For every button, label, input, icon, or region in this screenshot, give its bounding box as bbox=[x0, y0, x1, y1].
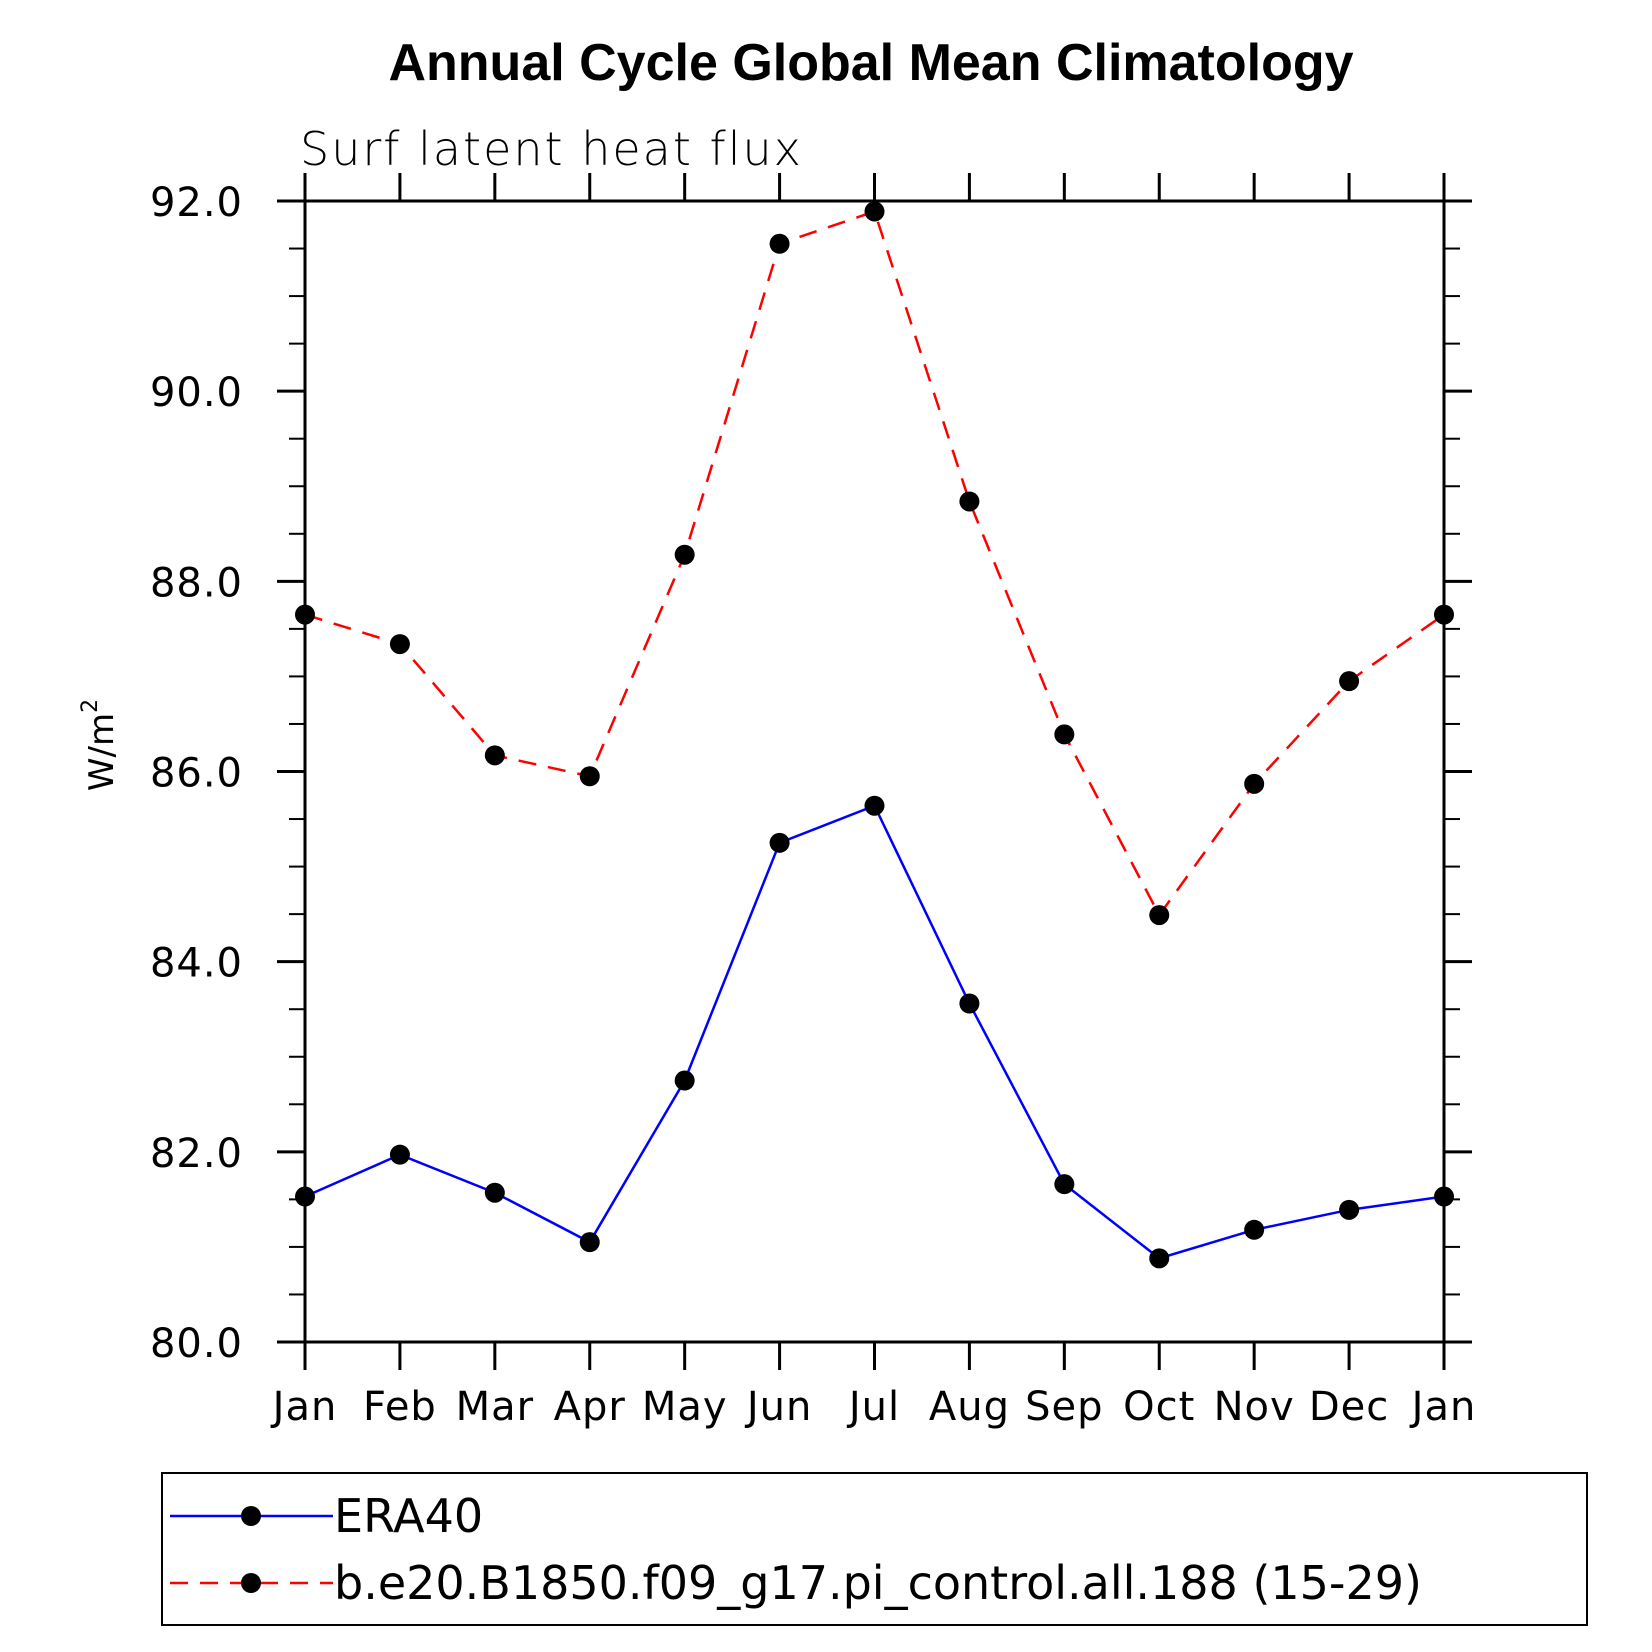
data-point-s0-12 bbox=[1434, 1186, 1454, 1207]
data-point-s1-12 bbox=[1434, 604, 1454, 625]
x-tick-label: Jan bbox=[1409, 1384, 1477, 1430]
legend-marker-era40 bbox=[241, 1506, 261, 1526]
data-point-s0-10 bbox=[1244, 1219, 1265, 1240]
x-tick-label: Oct bbox=[1123, 1384, 1195, 1430]
x-tick-label: May bbox=[642, 1384, 728, 1430]
data-point-s0-5 bbox=[769, 832, 790, 853]
data-point-s1-8 bbox=[1054, 724, 1075, 745]
data-point-s1-9 bbox=[1149, 905, 1170, 926]
legend-label-model: b.e20.B1850.f09_g17.pi_control.all.188 (… bbox=[334, 1556, 1422, 1610]
data-point-s0-1 bbox=[389, 1144, 410, 1165]
x-tick-label: Jan bbox=[270, 1384, 338, 1430]
y-tick-label: 86.0 bbox=[150, 751, 243, 797]
y-tick-label: 92.0 bbox=[150, 180, 243, 226]
y-tick-labels: 80.0 82.0 84.0 86.0 88.0 90.0 92.0 bbox=[150, 180, 243, 1367]
y-axis-label-text: W/m bbox=[82, 713, 122, 791]
data-point-s0-6 bbox=[864, 795, 885, 816]
svg-text:W/m2: W/m2 bbox=[78, 699, 122, 791]
data-point-s1-1 bbox=[389, 634, 410, 655]
data-point-s0-3 bbox=[579, 1232, 600, 1253]
chart-title: Annual Cycle Global Mean Climatology bbox=[388, 34, 1353, 92]
x-tick-label: Mar bbox=[456, 1384, 534, 1430]
y-tick-label: 88.0 bbox=[150, 560, 243, 606]
data-point-s0-2 bbox=[484, 1182, 505, 1203]
x-tick-label: Sep bbox=[1025, 1384, 1103, 1430]
x-tick-label: Aug bbox=[929, 1384, 1010, 1430]
x-tick-label: Dec bbox=[1309, 1384, 1389, 1430]
series-layer bbox=[295, 201, 1454, 1269]
x-tick-label: Nov bbox=[1214, 1384, 1295, 1430]
data-point-s1-2 bbox=[484, 745, 505, 766]
axis-ticks bbox=[277, 173, 1472, 1370]
legend-box bbox=[161, 1472, 1588, 1626]
legend-label-era40: ERA40 bbox=[334, 1489, 483, 1543]
y-tick-label: 90.0 bbox=[150, 370, 243, 416]
y-tick-label: 82.0 bbox=[150, 1131, 243, 1177]
data-point-s1-0 bbox=[295, 604, 315, 625]
x-tick-label: Jun bbox=[744, 1384, 813, 1430]
series-line-0 bbox=[304, 804, 1445, 1260]
data-point-s1-4 bbox=[674, 544, 695, 565]
chart-subtitle: Surf latent heat flux bbox=[300, 122, 803, 176]
y-tick-label: 80.0 bbox=[150, 1321, 243, 1367]
legend-marker-model bbox=[241, 1573, 261, 1593]
x-tick-label: Apr bbox=[554, 1384, 626, 1430]
y-axis-label: W/m2 bbox=[78, 699, 122, 791]
legend: ERA40 b.e20.B1850.f09_g17.pi_control.all… bbox=[161, 1472, 1588, 1626]
data-point-s0-4 bbox=[674, 1070, 695, 1091]
x-tick-label: Jul bbox=[846, 1384, 900, 1430]
plot-frame bbox=[303, 199, 1446, 1344]
data-point-s0-0 bbox=[295, 1186, 315, 1207]
data-point-s1-7 bbox=[959, 491, 980, 512]
data-point-s0-8 bbox=[1054, 1174, 1075, 1195]
data-point-s1-6 bbox=[864, 201, 885, 222]
data-point-s1-11 bbox=[1339, 671, 1360, 692]
data-point-s0-7 bbox=[959, 993, 980, 1014]
data-point-s0-9 bbox=[1149, 1248, 1170, 1269]
y-tick-label: 84.0 bbox=[150, 941, 243, 987]
x-tick-labels: Jan Feb Mar Apr May Jun Jul Aug Sep Oct Nov Dec Jan bbox=[270, 1384, 1477, 1430]
data-point-s1-3 bbox=[579, 766, 600, 787]
data-point-s1-5 bbox=[769, 233, 790, 254]
x-tick-label: Feb bbox=[363, 1384, 437, 1430]
y-axis-label-exponent: 2 bbox=[78, 699, 103, 713]
data-point-s0-11 bbox=[1339, 1199, 1360, 1220]
data-point-s1-10 bbox=[1244, 773, 1265, 794]
